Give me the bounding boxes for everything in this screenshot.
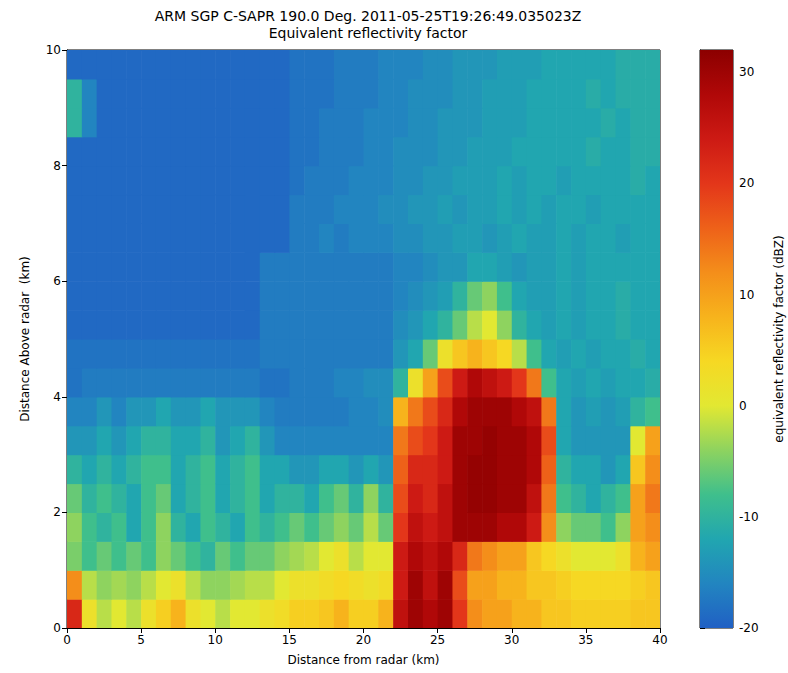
svg-text:10: 10 — [739, 288, 754, 302]
svg-text:10: 10 — [208, 633, 223, 647]
svg-text:-20: -20 — [739, 621, 759, 635]
svg-text:-10: -10 — [739, 510, 759, 524]
svg-text:15: 15 — [282, 633, 297, 647]
svg-text:8: 8 — [53, 159, 61, 173]
svg-text:40: 40 — [652, 633, 667, 647]
svg-text:5: 5 — [137, 633, 145, 647]
svg-text:20: 20 — [356, 633, 371, 647]
svg-text:4: 4 — [53, 390, 61, 404]
svg-text:Equivalent reflectivity factor: Equivalent reflectivity factor — [269, 25, 468, 41]
svg-text:20: 20 — [739, 176, 754, 190]
svg-text:0: 0 — [63, 633, 71, 647]
svg-text:Distance Above radar (km): Distance Above radar (km) — [18, 256, 32, 422]
svg-text:30: 30 — [739, 65, 754, 79]
svg-text:Distance from radar (km): Distance from radar (km) — [287, 653, 439, 667]
svg-text:6: 6 — [53, 274, 61, 288]
svg-text:30: 30 — [504, 633, 519, 647]
svg-text:2: 2 — [53, 505, 61, 519]
svg-text:0: 0 — [739, 399, 747, 413]
svg-text:ARM SGP C-SAPR 190.0 Deg. 2011: ARM SGP C-SAPR 190.0 Deg. 2011-05-25T19:… — [155, 8, 582, 24]
svg-text:0: 0 — [53, 621, 61, 635]
svg-text:10: 10 — [46, 43, 61, 57]
svg-text:35: 35 — [578, 633, 593, 647]
svg-text:equivalent reflectivity factor: equivalent reflectivity factor (dBZ) — [772, 235, 786, 442]
svg-text:25: 25 — [430, 633, 445, 647]
